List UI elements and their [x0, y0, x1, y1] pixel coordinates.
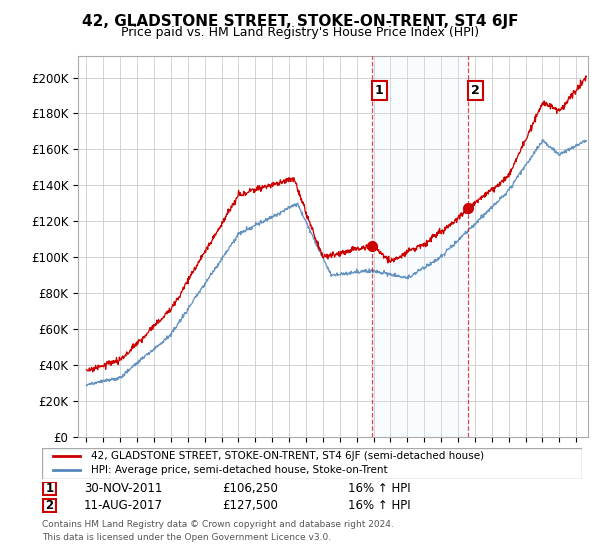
Text: 30-NOV-2011: 30-NOV-2011 [84, 482, 163, 496]
Text: 2: 2 [471, 84, 479, 97]
FancyBboxPatch shape [42, 448, 582, 479]
Bar [372, 56, 469, 437]
Text: HPI: Average price, semi-detached house, Stoke-on-Trent: HPI: Average price, semi-detached house,… [91, 465, 387, 475]
Text: 1: 1 [46, 482, 53, 496]
Text: 16% ↑ HPI: 16% ↑ HPI [348, 499, 410, 512]
Text: Price paid vs. HM Land Registry's House Price Index (HPI): Price paid vs. HM Land Registry's House … [121, 26, 479, 39]
Text: Contains HM Land Registry data © Crown copyright and database right 2024.: Contains HM Land Registry data © Crown c… [42, 520, 394, 529]
Text: This data is licensed under the Open Government Licence v3.0.: This data is licensed under the Open Gov… [42, 533, 331, 542]
Text: 11-AUG-2017: 11-AUG-2017 [84, 499, 163, 512]
Text: 1: 1 [374, 84, 383, 97]
Text: £106,250: £106,250 [222, 482, 278, 496]
Text: 42, GLADSTONE STREET, STOKE-ON-TRENT, ST4 6JF: 42, GLADSTONE STREET, STOKE-ON-TRENT, ST… [82, 14, 518, 29]
Text: 16% ↑ HPI: 16% ↑ HPI [348, 482, 410, 496]
Text: 42, GLADSTONE STREET, STOKE-ON-TRENT, ST4 6JF (semi-detached house): 42, GLADSTONE STREET, STOKE-ON-TRENT, ST… [91, 451, 484, 461]
Text: 2: 2 [46, 499, 53, 512]
Text: £127,500: £127,500 [222, 499, 278, 512]
